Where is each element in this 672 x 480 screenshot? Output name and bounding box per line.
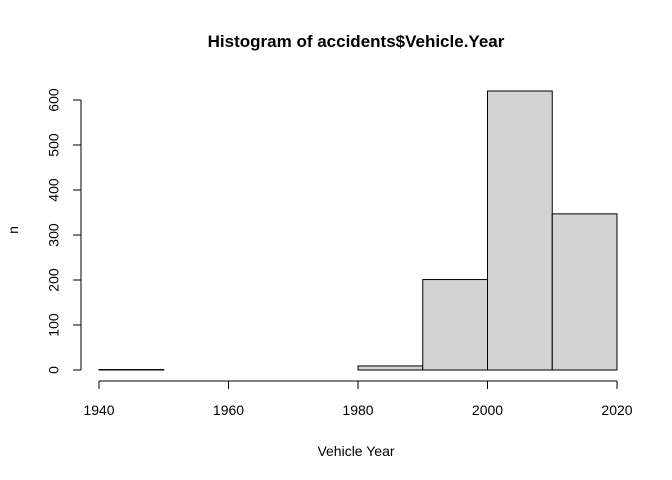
histogram-bar-5 <box>422 279 488 371</box>
y-tick-label: 600 <box>46 88 62 112</box>
x-tick-label: 1940 <box>83 402 114 418</box>
x-tick-label: 1980 <box>342 402 373 418</box>
y-axis: 0 100 200 300 400 500 600 <box>46 88 82 374</box>
y-tick-label: 300 <box>46 223 62 247</box>
histogram-bar-4 <box>357 365 424 371</box>
histogram-bar-6 <box>487 90 553 371</box>
x-tick-label: 1960 <box>213 402 244 418</box>
x-axis-label: Vehicle Year <box>317 443 394 459</box>
chart-title: Histogram of accidents$Vehicle.Year <box>208 32 505 51</box>
y-tick-label: 0 <box>46 366 62 374</box>
y-tick-label: 200 <box>46 268 62 292</box>
y-tick-label: 500 <box>46 133 62 157</box>
bars-group <box>98 90 618 371</box>
x-axis: 1940 1960 1980 2000 2020 <box>83 380 633 418</box>
y-tick-label: 100 <box>46 313 62 337</box>
y-axis-label: n <box>5 226 21 234</box>
x-tick-label: 2000 <box>472 402 503 418</box>
x-tick-label: 2020 <box>601 402 632 418</box>
histogram-bar-7 <box>551 213 618 371</box>
y-tick-label: 400 <box>46 178 62 202</box>
